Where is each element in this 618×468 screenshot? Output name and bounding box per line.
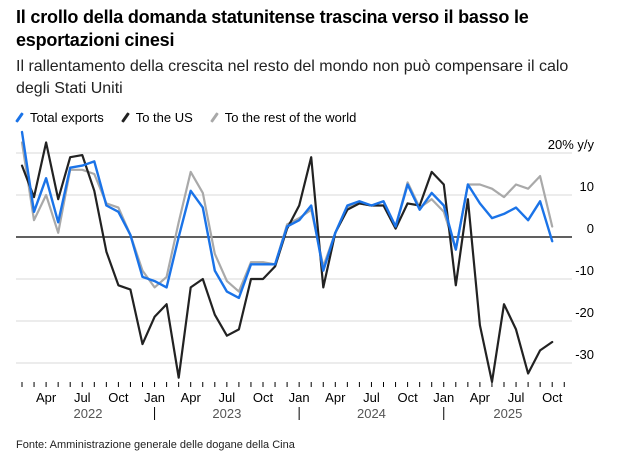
x-tick-label-jul: Jul (363, 390, 380, 405)
legend-label-to-the-us: To the US (135, 109, 193, 125)
x-tick-label-jul: Jul (219, 390, 236, 405)
x-tick-label-apr: Apr (470, 390, 491, 405)
series-line-total-exports (20, 130, 554, 300)
year-label-2025: 2025 (493, 406, 522, 421)
source-note: Fonte: Amministrazione generale delle do… (16, 439, 295, 451)
x-tick-label-oct: Oct (253, 390, 274, 405)
year-label-2022: 2022 (74, 406, 103, 421)
x-tick-label-jan: Jan (289, 390, 310, 405)
legend-label-to-the-rest-of-the-world: To the rest of the world (224, 109, 357, 125)
x-tick-label-oct: Oct (397, 390, 418, 405)
legend: Total exports To the US To the rest of t… (14, 107, 356, 127)
legend-label-total-exports: Total exports (30, 109, 104, 125)
chart-title: Il crollo della domanda statunitense tra… (16, 7, 529, 50)
x-tick-label-jan: Jan (144, 390, 165, 405)
x-tick-label-apr: Apr (325, 390, 346, 405)
series-line-to-the-us (20, 141, 554, 383)
y-tick-label-0: 0 (587, 221, 594, 236)
x-tick-label-apr: Apr (181, 390, 202, 405)
y-tick-label--30: -30 (575, 347, 594, 362)
y-tick-label-20: 20% y/y (548, 137, 595, 152)
legend-item-to-the-rest-of-the-world[interactable]: To the rest of the world (209, 109, 357, 125)
x-tick-label-oct: Oct (108, 390, 129, 405)
year-label-2023: 2023 (212, 406, 241, 421)
legend-item-total-exports[interactable]: Total exports (14, 110, 104, 125)
y-tick-label-10: 10 (580, 179, 594, 194)
y-tick-label--20: -20 (575, 305, 594, 320)
year-label-2024: 2024 (357, 406, 386, 421)
legend-item-to-the-us[interactable]: To the US (120, 110, 193, 125)
x-tick-label-apr: Apr (36, 390, 57, 405)
x-tick-label-jul: Jul (74, 390, 91, 405)
chart-subtitle: Il rallentamento della crescita nel rest… (16, 58, 569, 97)
x-tick-label-oct: Oct (542, 390, 563, 405)
x-tick-label-jan: Jan (433, 390, 454, 405)
y-tick-label--10: -10 (575, 263, 594, 278)
series-line-to-the-rest-of-the-world (20, 141, 554, 293)
x-tick-label-jul: Jul (508, 390, 525, 405)
